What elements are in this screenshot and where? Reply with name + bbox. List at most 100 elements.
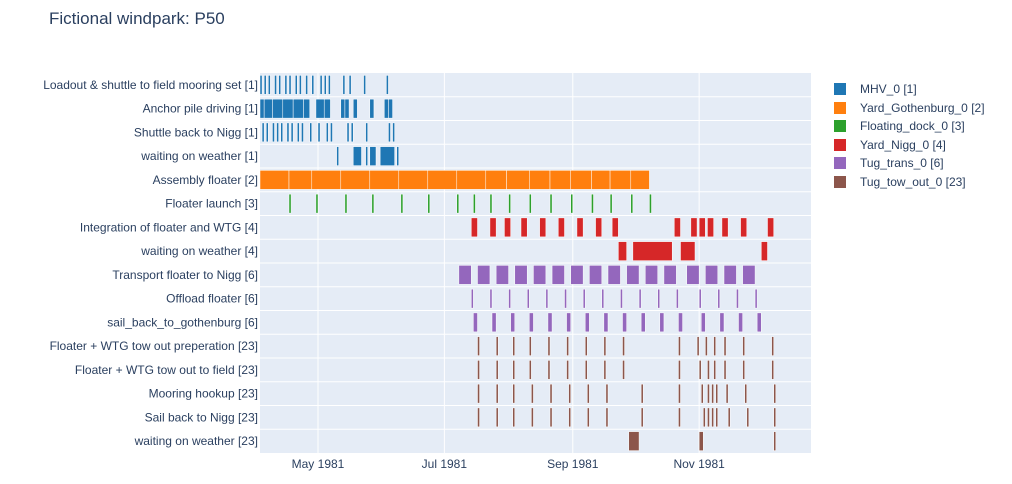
gantt-bar[interactable] [384, 98, 389, 119]
gantt-bar[interactable] [657, 288, 661, 309]
gantt-bar[interactable] [576, 217, 584, 238]
gantt-bar[interactable] [489, 288, 493, 309]
gantt-bar[interactable] [477, 383, 480, 404]
gantt-bar[interactable] [288, 75, 292, 95]
gantt-bar[interactable] [640, 383, 644, 404]
gantt-bar[interactable] [529, 193, 532, 214]
gantt-bar[interactable] [344, 193, 348, 214]
gantt-bar[interactable] [477, 407, 480, 428]
gantt-bar[interactable] [603, 312, 609, 333]
gantt-bar[interactable] [678, 383, 681, 404]
gantt-bar[interactable] [288, 170, 313, 190]
gantt-bar[interactable] [622, 360, 625, 380]
gantt-bar[interactable] [288, 193, 292, 214]
gantt-bar[interactable] [663, 265, 677, 285]
gantt-bar[interactable] [473, 193, 476, 214]
gantt-bar[interactable] [299, 75, 302, 95]
gantt-bar[interactable] [365, 122, 368, 143]
gantt-bar[interactable] [282, 98, 294, 119]
gantt-bar[interactable] [512, 407, 516, 428]
legend-item[interactable]: Tug_trans_0 [6] [834, 154, 985, 173]
gantt-bar[interactable] [311, 75, 315, 95]
gantt-bar[interactable] [630, 170, 650, 190]
gantt-bar[interactable] [529, 336, 532, 356]
gantt-bar[interactable] [545, 288, 549, 309]
gantt-bar[interactable] [547, 336, 551, 356]
gantt-bar[interactable] [489, 217, 497, 238]
gantt-bar[interactable] [626, 265, 640, 285]
gantt-bar[interactable] [678, 312, 683, 333]
gantt-bar[interactable] [707, 217, 714, 238]
gantt-bar[interactable] [690, 217, 698, 238]
gantt-bar[interactable] [352, 146, 362, 166]
gantt-bar[interactable] [301, 122, 304, 143]
legend-item[interactable]: Tug_tow_out_0 [23] [834, 173, 985, 192]
gantt-bar[interactable] [346, 122, 350, 143]
gantt-bar[interactable] [520, 217, 528, 238]
gantt-bar[interactable] [340, 98, 346, 119]
legend-item[interactable]: Yard_Gothenburg_0 [2] [834, 99, 985, 118]
gantt-bar[interactable] [717, 288, 721, 309]
gantt-bar[interactable] [632, 241, 673, 261]
gantt-bar[interactable] [371, 193, 375, 214]
gantt-bar[interactable] [504, 217, 511, 238]
gantt-bar[interactable] [286, 122, 290, 143]
gantt-bar[interactable] [529, 170, 551, 190]
gantt-bar[interactable] [584, 336, 588, 356]
gantt-bar[interactable] [605, 383, 609, 404]
gantt-bar[interactable] [620, 288, 623, 309]
gantt-bar[interactable] [529, 360, 532, 380]
gantt-bar[interactable] [471, 217, 478, 238]
gantt-bar[interactable] [495, 383, 499, 404]
gantt-bar[interactable] [645, 265, 658, 285]
gantt-bar[interactable] [365, 146, 368, 166]
gantt-bar[interactable] [707, 360, 710, 380]
gantt-bar[interactable] [711, 407, 714, 428]
legend-item[interactable]: Floating_dock_0 [3] [834, 117, 985, 136]
gantt-bar[interactable] [489, 193, 493, 214]
gantt-bar[interactable] [272, 122, 275, 143]
gantt-bar[interactable] [547, 312, 553, 333]
gantt-bar[interactable] [603, 336, 607, 356]
legend-item[interactable]: MHV_0 [1] [834, 80, 985, 99]
gantt-bar[interactable] [587, 407, 590, 428]
gantt-bar[interactable] [278, 75, 281, 95]
gantt-bar[interactable] [723, 265, 737, 285]
gantt-bar[interactable] [551, 265, 565, 285]
gantt-bar[interactable] [388, 122, 391, 143]
gantt-bar[interactable] [611, 217, 619, 238]
gantt-bar[interactable] [284, 75, 288, 95]
gantt-bar[interactable] [595, 217, 603, 238]
gantt-bar[interactable] [605, 407, 609, 428]
gantt-bar[interactable] [700, 312, 706, 333]
gantt-bar[interactable] [297, 122, 300, 143]
gantt-bar[interactable] [698, 288, 702, 309]
gantt-bar[interactable] [713, 360, 716, 380]
gantt-bar[interactable] [473, 312, 478, 333]
gantt-bar[interactable] [659, 312, 665, 333]
gantt-bar[interactable] [477, 265, 491, 285]
gantt-bar[interactable] [700, 383, 704, 404]
gantt-bar[interactable] [549, 383, 553, 404]
gantt-bar[interactable] [294, 75, 298, 95]
gantt-bar[interactable] [326, 122, 329, 143]
gantt-bar[interactable] [396, 146, 400, 166]
gantt-bar[interactable] [678, 336, 681, 356]
gantt-bar[interactable] [512, 336, 516, 356]
gantt-bar[interactable] [263, 75, 267, 95]
gantt-bar[interactable] [268, 75, 271, 95]
gantt-bar[interactable] [311, 170, 342, 190]
gantt-bar[interactable] [609, 170, 632, 190]
gantt-bar[interactable] [276, 122, 279, 143]
gantt-bar[interactable] [259, 170, 290, 190]
gantt-bar[interactable] [713, 336, 716, 356]
gantt-bar[interactable] [674, 217, 681, 238]
gantt-bar[interactable] [746, 407, 750, 428]
gantt-bar[interactable] [601, 288, 605, 309]
gantt-bar[interactable] [584, 360, 588, 380]
gantt-bar[interactable] [725, 383, 729, 404]
gantt-bar[interactable] [491, 312, 497, 333]
gantt-bar[interactable] [761, 241, 768, 261]
gantt-bar[interactable] [570, 170, 592, 190]
gantt-bar[interactable] [742, 265, 756, 285]
